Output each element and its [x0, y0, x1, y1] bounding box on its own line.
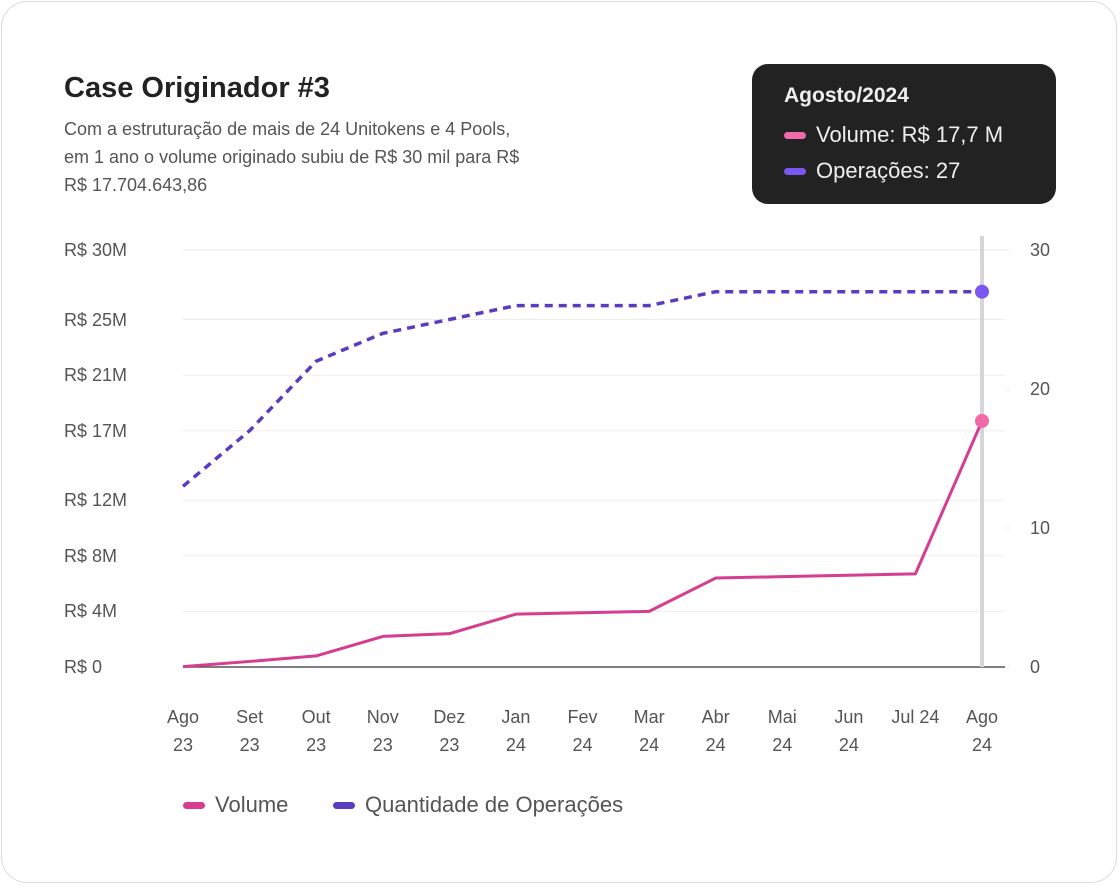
y2-tick-label: 20: [1030, 379, 1051, 399]
subtitle: Com a estruturação de mais de 24 Unitoke…: [64, 119, 511, 139]
tooltip-item: Operações: 27: [816, 158, 961, 183]
tooltip-swatch: [784, 132, 806, 139]
tooltip-title: Agosto/2024: [784, 84, 909, 107]
legend-swatch: [333, 802, 355, 809]
x-tick-label: Out 23: [301, 707, 331, 755]
x-tick-label: Dez 23: [433, 707, 466, 755]
y-tick-label: R$ 8M: [64, 545, 118, 566]
x-tick-label: Jan 24: [501, 707, 531, 755]
hover-dot: [975, 284, 989, 299]
legend-label: Volume: [215, 792, 289, 817]
x-tick-label: Nov 23: [366, 707, 399, 755]
y2-tick-label: 10: [1030, 518, 1051, 538]
y2-tick-label: 0: [1030, 657, 1041, 677]
y-tick-label: R$ 21M: [64, 365, 128, 386]
y-tick-label: R$ 17M: [64, 420, 128, 441]
y-tick-label: R$ 30M: [64, 240, 128, 260]
legend-label: Quantidade de Operações: [365, 792, 624, 817]
x-tick-label: Abr 24: [701, 707, 730, 755]
tooltip: Agosto/2024 Volume: R$ 17,7 M Operações: 2…: [752, 64, 1056, 204]
subtitle: em 1 ano o volume originado subiu de R$ …: [64, 147, 520, 167]
subtitle: R$ 17.704.643,86: [64, 175, 208, 195]
y-tick-label: R$ 0: [64, 657, 103, 677]
x-tick-label: Fev 24: [567, 707, 598, 755]
x-tick-label: Mar 24: [633, 707, 665, 755]
y2-tick-label: 30: [1030, 240, 1051, 260]
y-tick-label: R$ 4M: [64, 601, 118, 622]
tooltip-swatch: [784, 168, 806, 175]
x-tick-label: Ago 24: [965, 707, 999, 755]
x-tick-label: Jul 24: [891, 707, 940, 727]
x-tick-label: Set 23: [236, 707, 264, 755]
x-tick-label: Ago 23: [166, 707, 200, 755]
y-tick-label: R$ 12M: [64, 490, 128, 511]
legend-swatch: [183, 802, 205, 809]
x-tick-label: Jun 24: [834, 707, 864, 755]
chart-title: Case Originador #3: [64, 72, 330, 104]
series-line: [181, 289, 982, 488]
tooltip-item: Volume: R$ 17,7 M: [816, 122, 1004, 147]
y-tick-label: R$ 25M: [64, 309, 128, 330]
series-line: [182, 420, 984, 669]
x-tick-label: Mai 24: [767, 707, 797, 755]
hover-dot: [975, 413, 989, 428]
